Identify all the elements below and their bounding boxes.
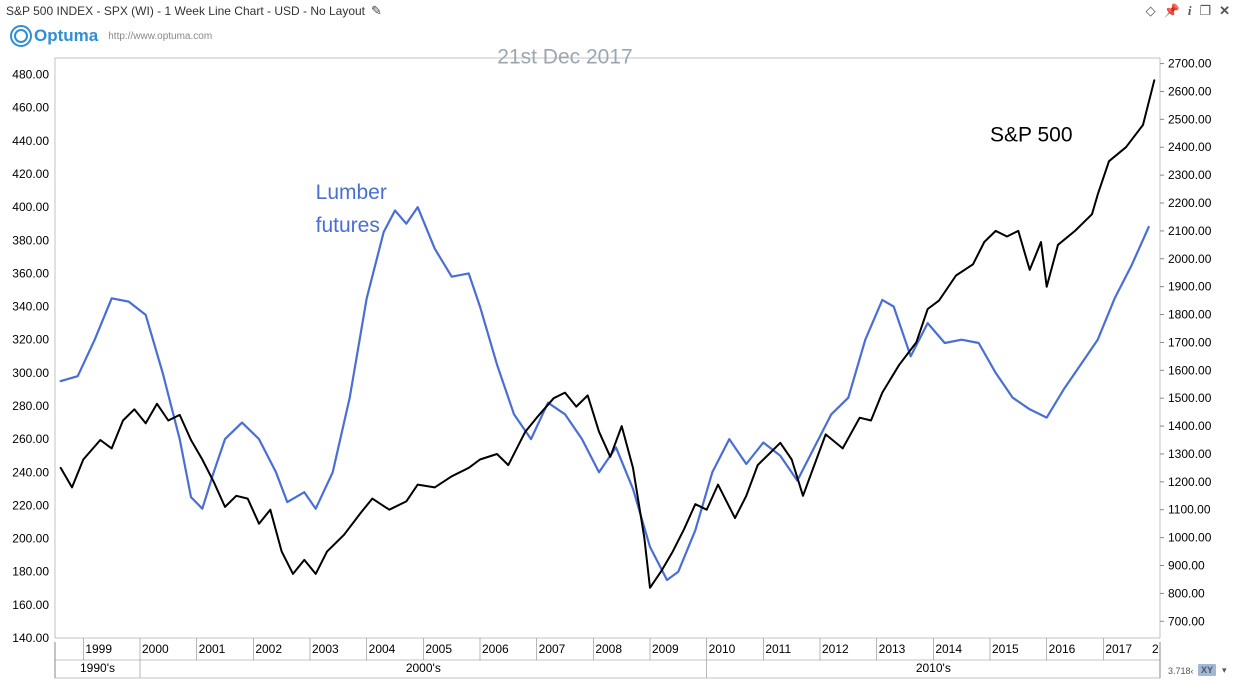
svg-text:2014: 2014	[935, 642, 962, 656]
chart-annotation: Lumber	[316, 181, 387, 204]
svg-text:2010's: 2010's	[916, 661, 951, 675]
svg-text:1400.00: 1400.00	[1168, 419, 1212, 433]
optuma-logo: Optuma	[10, 25, 98, 47]
edit-title-icon[interactable]: ✎	[371, 3, 382, 19]
svg-text:2009: 2009	[652, 642, 679, 656]
svg-text:900.00: 900.00	[1168, 559, 1205, 573]
chart-annotation: futures	[316, 214, 380, 237]
svg-text:140.00: 140.00	[12, 631, 49, 645]
svg-text:1990's: 1990's	[80, 661, 115, 675]
svg-text:260.00: 260.00	[12, 432, 49, 446]
price-chart[interactable]: 1999 2000 2001 2002 2003 2004 2005 2006 2007 2008…	[0, 48, 1236, 691]
svg-text:2007: 2007	[539, 642, 566, 656]
svg-text:800.00: 800.00	[1168, 586, 1205, 600]
svg-text:480.00: 480.00	[12, 68, 49, 82]
svg-text:1800.00: 1800.00	[1168, 308, 1212, 322]
svg-text:700.00: 700.00	[1168, 614, 1205, 628]
svg-text:2016: 2016	[1049, 642, 1076, 656]
svg-text:2: 2	[1152, 642, 1159, 656]
maximize-icon[interactable]: ❐	[1199, 3, 1211, 19]
svg-text:440.00: 440.00	[12, 134, 49, 148]
chart-annotation: S&P 500	[990, 124, 1073, 147]
svg-text:XY: XY	[1201, 665, 1213, 675]
svg-text:2300.00: 2300.00	[1168, 168, 1212, 182]
svg-text:3.718‹: 3.718‹	[1168, 666, 1194, 676]
svg-text:2200.00: 2200.00	[1168, 196, 1212, 210]
svg-text:1200.00: 1200.00	[1168, 475, 1212, 489]
svg-text:2013: 2013	[879, 642, 906, 656]
svg-text:2010: 2010	[709, 642, 736, 656]
svg-text:2001: 2001	[199, 642, 226, 656]
svg-text:▾: ▾	[1222, 665, 1227, 675]
svg-text:220.00: 220.00	[12, 498, 49, 512]
svg-text:2017: 2017	[1105, 642, 1132, 656]
svg-text:2000.00: 2000.00	[1168, 252, 1212, 266]
svg-text:2012: 2012	[822, 642, 849, 656]
svg-text:160.00: 160.00	[12, 598, 49, 612]
svg-text:340.00: 340.00	[12, 300, 49, 314]
svg-text:2006: 2006	[482, 642, 509, 656]
svg-text:180.00: 180.00	[12, 565, 49, 579]
svg-text:1000.00: 1000.00	[1168, 531, 1212, 545]
svg-text:2000's: 2000's	[406, 661, 441, 675]
svg-text:380.00: 380.00	[12, 233, 49, 247]
svg-text:2005: 2005	[425, 642, 452, 656]
svg-text:2003: 2003	[312, 642, 339, 656]
svg-text:320.00: 320.00	[12, 333, 49, 347]
svg-text:400.00: 400.00	[12, 200, 49, 214]
svg-text:300.00: 300.00	[12, 366, 49, 380]
logo-url: http://www.optuma.com	[108, 31, 212, 42]
svg-text:1900.00: 1900.00	[1168, 280, 1212, 294]
chart-annotation: 21st Dec 2017	[497, 48, 632, 69]
layout-icon[interactable]: ◇	[1146, 3, 1156, 19]
pin-icon[interactable]: 📌	[1164, 3, 1180, 19]
svg-text:2100.00: 2100.00	[1168, 224, 1212, 238]
svg-text:360.00: 360.00	[12, 266, 49, 280]
close-icon[interactable]: ✕	[1219, 3, 1230, 19]
svg-text:2700.00: 2700.00	[1168, 57, 1212, 71]
svg-text:420.00: 420.00	[12, 167, 49, 181]
svg-text:200.00: 200.00	[12, 532, 49, 546]
svg-text:2004: 2004	[369, 642, 396, 656]
svg-text:1500.00: 1500.00	[1168, 391, 1212, 405]
svg-text:2400.00: 2400.00	[1168, 140, 1212, 154]
svg-text:2000: 2000	[142, 642, 169, 656]
svg-text:2015: 2015	[992, 642, 1019, 656]
svg-text:240.00: 240.00	[12, 465, 49, 479]
logo-text: Optuma	[34, 26, 98, 46]
svg-text:1999: 1999	[85, 642, 112, 656]
svg-text:2008: 2008	[595, 642, 622, 656]
svg-text:2002: 2002	[255, 642, 282, 656]
window-title: S&P 500 INDEX - SPX (WI) - 1 Week Line C…	[6, 4, 365, 18]
info-icon[interactable]: i	[1188, 3, 1192, 19]
svg-text:2600.00: 2600.00	[1168, 84, 1212, 98]
svg-text:280.00: 280.00	[12, 399, 49, 413]
svg-text:2011: 2011	[765, 642, 791, 656]
svg-text:1100.00: 1100.00	[1168, 503, 1211, 517]
svg-text:460.00: 460.00	[12, 101, 49, 115]
svg-text:1600.00: 1600.00	[1168, 363, 1212, 377]
svg-text:1700.00: 1700.00	[1168, 335, 1212, 349]
svg-text:1300.00: 1300.00	[1168, 447, 1212, 461]
svg-text:2500.00: 2500.00	[1168, 112, 1212, 126]
